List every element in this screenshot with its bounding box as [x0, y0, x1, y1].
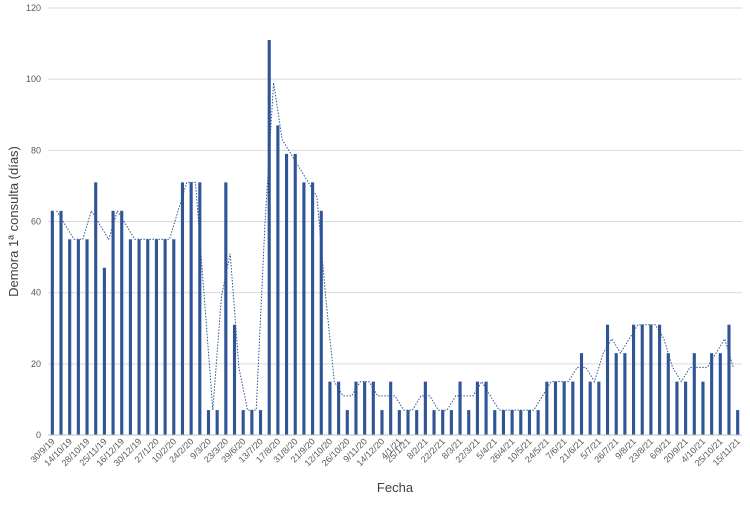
gridlines — [48, 7, 742, 365]
bar — [571, 381, 575, 435]
bar — [710, 353, 714, 435]
bar — [475, 381, 479, 435]
bar — [68, 239, 72, 435]
bar — [258, 410, 263, 435]
bar — [597, 381, 601, 435]
bar — [605, 324, 610, 435]
bar — [553, 381, 558, 435]
bar — [718, 353, 722, 435]
bar — [536, 410, 540, 435]
bar — [588, 381, 592, 435]
bar — [311, 182, 315, 435]
bar — [666, 353, 670, 435]
bar — [510, 410, 514, 435]
y-tick-label: 40 — [31, 288, 41, 298]
bar — [50, 210, 54, 435]
bar — [389, 381, 393, 435]
y-tick-label: 100 — [26, 74, 41, 84]
bar — [302, 182, 306, 435]
bar — [241, 410, 245, 435]
bar — [94, 182, 98, 435]
bar — [736, 410, 740, 435]
bar — [545, 381, 549, 435]
bar — [198, 182, 202, 435]
bar — [640, 324, 644, 435]
bar — [675, 381, 679, 435]
bar — [614, 353, 618, 435]
bar — [441, 410, 445, 435]
trendline — [56, 82, 734, 411]
bar — [632, 324, 636, 435]
bar — [276, 125, 280, 436]
bar — [684, 381, 688, 435]
bar — [579, 353, 584, 435]
bar — [250, 410, 254, 435]
bar — [493, 410, 497, 435]
bar — [701, 381, 705, 435]
bar — [319, 210, 323, 435]
bar — [363, 381, 367, 435]
bar — [432, 410, 436, 435]
bar — [345, 410, 349, 435]
bar — [102, 267, 106, 435]
bars — [50, 40, 740, 436]
bar — [215, 410, 219, 435]
bar — [267, 40, 271, 436]
bar — [206, 410, 211, 435]
bar — [146, 239, 150, 435]
y-tick-label: 80 — [31, 145, 41, 155]
y-tick-label: 20 — [31, 359, 41, 369]
bar — [397, 410, 401, 435]
bar — [658, 324, 662, 435]
bar — [85, 239, 89, 435]
bar — [137, 239, 141, 435]
x-axis-ticks: 30/9/1914/10/1928/10/1925/11/1916/12/193… — [28, 436, 742, 468]
bar — [484, 381, 488, 435]
bar — [354, 381, 358, 435]
bar — [423, 381, 427, 435]
bar — [562, 381, 566, 435]
bar — [415, 410, 419, 435]
bar — [172, 239, 176, 435]
bar — [406, 410, 410, 435]
trendline-path — [56, 82, 734, 411]
y-tick-label: 0 — [36, 430, 41, 440]
x-axis-title: Fecha — [377, 480, 414, 495]
bar — [59, 210, 63, 435]
y-axis-title: Demora 1ª consulta (días) — [6, 146, 21, 297]
bar — [224, 182, 228, 435]
bar — [128, 239, 132, 435]
y-tick-label: 60 — [31, 217, 41, 227]
bar — [467, 410, 471, 435]
bar — [337, 381, 341, 435]
y-axis-ticks: 0 20 40 60 80 100 120 — [26, 3, 41, 440]
bar — [519, 410, 523, 435]
bar — [180, 182, 185, 435]
bar — [120, 210, 124, 435]
bar — [371, 381, 375, 435]
bar — [623, 353, 627, 435]
bar — [449, 410, 453, 435]
bar — [232, 324, 237, 435]
bar — [380, 410, 384, 435]
bar — [189, 182, 193, 435]
bar — [111, 210, 115, 435]
bar — [154, 239, 158, 435]
bar — [293, 153, 297, 435]
bar — [76, 239, 80, 435]
bar — [649, 324, 653, 435]
bar — [692, 353, 696, 435]
bar — [328, 381, 332, 435]
bar — [285, 153, 289, 435]
bar — [163, 239, 167, 435]
bar — [458, 381, 462, 435]
bar — [527, 410, 532, 435]
y-tick-label: 120 — [26, 3, 41, 13]
bar — [727, 324, 731, 435]
bar — [501, 410, 505, 435]
